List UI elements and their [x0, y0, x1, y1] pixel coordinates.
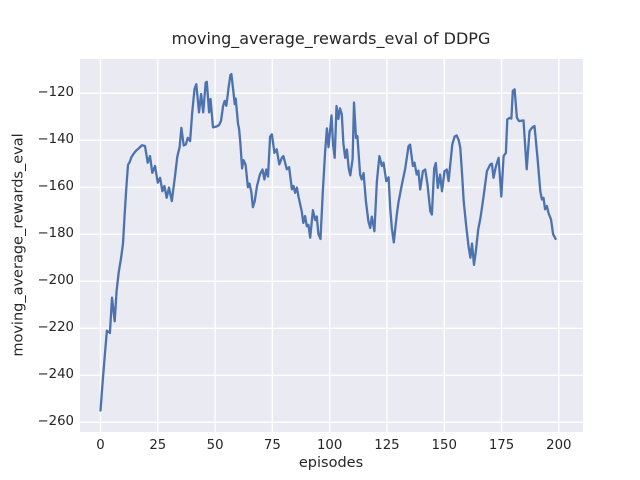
x-tick-label: 25 — [149, 438, 167, 453]
y-tick-label: −180 — [37, 226, 74, 242]
y-tick-label: −200 — [37, 273, 74, 289]
y-tick-label: −220 — [37, 320, 74, 336]
y-tick-label: −260 — [37, 414, 74, 430]
x-tick-label: 175 — [488, 438, 515, 453]
x-tick-label: 50 — [206, 438, 224, 453]
x-tick-label: 0 — [96, 438, 105, 453]
series-line-ddpg — [99, 72, 557, 412]
x-tick-label: 100 — [316, 438, 343, 453]
y-tick-label: −120 — [37, 85, 74, 101]
x-tick-label: 150 — [431, 438, 457, 453]
y-tick-label: −140 — [37, 132, 74, 148]
y-tick-label: −240 — [37, 367, 74, 383]
x-tick-label: 200 — [546, 438, 572, 453]
x-tick-label: 75 — [263, 438, 281, 453]
y-tick-label: −160 — [37, 179, 74, 195]
x-axis-label: episodes — [298, 455, 364, 471]
chart-title: moving_average_rewards_eval of DDPG — [171, 29, 491, 48]
x-tick-label: 125 — [374, 438, 400, 453]
